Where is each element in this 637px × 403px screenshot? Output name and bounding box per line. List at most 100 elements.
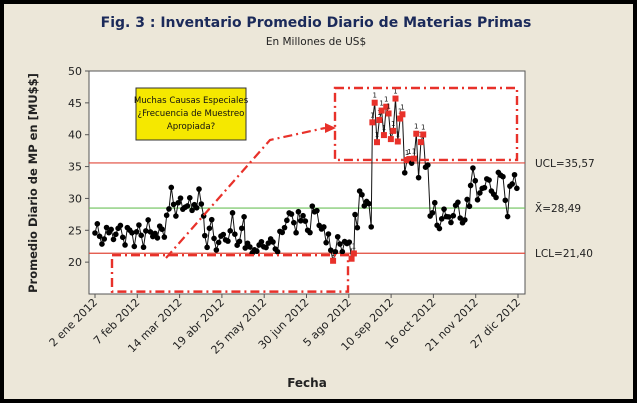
out-of-control-point [410,155,417,162]
data-point [486,177,492,183]
data-point [429,210,436,216]
rule-label: 1 [370,111,374,119]
data-point [332,248,339,255]
data-point [450,212,457,219]
data-point [509,181,516,187]
data-point [337,241,343,247]
y-axis-label: Promedio Diario de MP en [MU$$] [26,73,40,293]
y-tick-label: 20 [68,256,82,269]
data-point [119,234,126,241]
data-point [108,226,114,233]
data-point [281,224,288,231]
out-of-control-point [350,250,357,257]
out-of-control-point [348,255,355,262]
y-tick-label: 50 [68,65,82,78]
out-of-control-point [399,111,406,118]
data-point [361,203,368,209]
data-point [288,211,295,217]
out-of-control-point [390,127,397,134]
data-point [481,184,488,191]
data-point [438,216,445,222]
data-point [215,239,222,246]
data-point [175,199,182,206]
data-point [470,165,476,171]
data-point [154,235,161,241]
special-causes-box-high [333,86,519,162]
y-tick-label: 30 [68,192,82,205]
data-point [161,234,168,240]
data-point [265,240,272,246]
data-point [300,212,306,219]
data-point [455,199,461,206]
rule-label: 1 [407,148,411,156]
data-point [101,236,108,242]
limit-label-lcl: LCL=21,40 [535,248,593,260]
data-point [94,221,101,227]
data-point [170,201,177,208]
special-causes-box-low [110,254,350,293]
data-point [354,224,361,231]
data-point [502,197,509,204]
data-point [448,219,454,226]
data-point [462,217,468,223]
out-of-control-point [380,132,387,139]
data-point [366,200,372,207]
data-point [352,211,358,218]
data-point [274,248,281,255]
limit-label-cl: X̄=28,49 [535,202,581,215]
annotation-line: ¿Frecuencia de Muestreo [138,109,245,119]
data-point [334,233,341,240]
data-point [198,201,205,207]
data-point [184,203,191,209]
arrow-head [325,123,336,133]
data-point [99,241,105,247]
data-point [140,244,147,251]
data-point [122,242,128,248]
out-of-control-point [397,115,404,122]
out-of-control-point [420,131,427,138]
data-point [493,194,499,201]
data-point [457,215,464,221]
data-point [241,214,247,220]
data-point [408,160,415,166]
out-of-control-point [369,119,376,126]
out-of-control-point [413,130,420,137]
data-point [133,229,140,235]
x-axis-label: Fecha [287,376,327,390]
data-point [173,213,179,219]
rule-label: 1 [405,149,409,157]
data-point [263,244,269,251]
data-point [314,207,320,214]
data-point [129,230,135,236]
limit-label-ucl: UCL=35,57 [535,158,595,170]
data-point [436,225,443,232]
data-point [302,218,309,224]
data-point [92,230,98,236]
data-point [159,226,165,233]
rule-label: 1 [372,92,376,100]
data-point [431,199,438,206]
data-point [325,231,332,237]
data-point [113,231,119,238]
rule-label: 1 [386,102,390,110]
data-point [145,217,151,223]
data-point [236,238,243,245]
annotation-line: Apropiada? [167,122,215,132]
out-of-control-point [376,117,383,124]
data-point [258,238,265,245]
rule-label: 1 [384,96,388,104]
data-point [270,239,276,245]
data-point [504,213,511,220]
data-point [307,229,313,236]
data-point [321,224,327,230]
rule-label: 1 [393,88,397,96]
data-point [309,203,316,209]
data-point [254,248,260,255]
data-point [368,224,375,230]
data-point [208,216,215,223]
annotation-connector [165,126,326,259]
out-of-control-point [378,107,385,114]
rule-label: 1 [400,103,404,111]
data-point [201,232,208,239]
data-point [359,191,365,198]
